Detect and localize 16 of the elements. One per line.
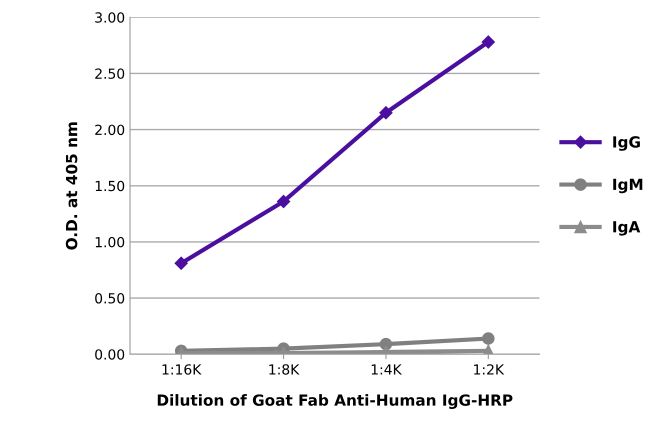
y-tick-label: 2.00: [95, 124, 124, 136]
legend-label: IgG: [613, 136, 640, 151]
x-axis-title: Dilution of Goat Fab Anti-Human IgG-HRP: [158, 394, 512, 409]
x-tick-label: 1:8K: [269, 364, 300, 375]
y-tick-label: 0.00: [95, 349, 124, 360]
y-tick-label: 1.00: [96, 236, 124, 248]
y-tick-label: 1.50: [96, 180, 124, 192]
legend-label: IgM: [613, 178, 642, 194]
x-tick-label: 1:16K: [162, 364, 202, 375]
y-axis-title: O.D. at 405 nm: [66, 122, 78, 250]
y-tick-label: 3.00: [95, 12, 124, 23]
y-tick-label: 0.50: [95, 293, 124, 304]
x-tick-label: 1:2K: [474, 364, 504, 375]
legend-label: IgA: [613, 221, 640, 236]
y-tick-label: 2.50: [95, 68, 124, 79]
x-tick-label: 1:4K: [372, 364, 402, 375]
